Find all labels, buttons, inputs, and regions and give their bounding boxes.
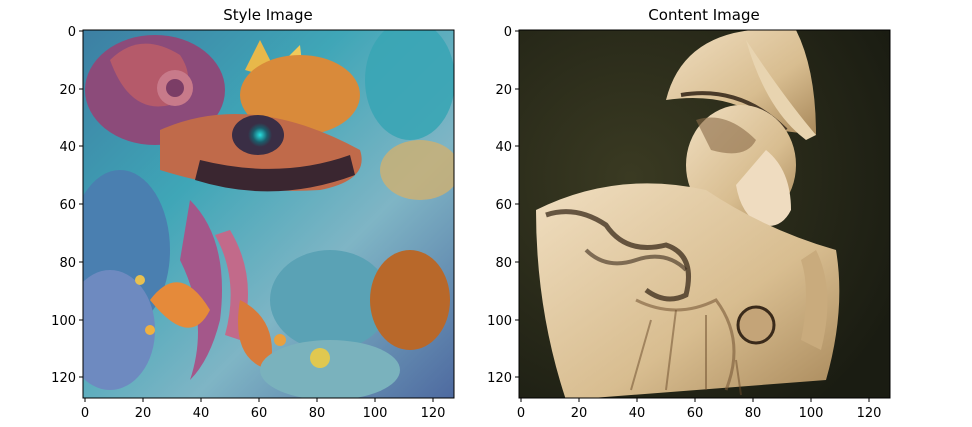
content-image-x-axis: 0 20 40 60 80 100 120	[517, 398, 882, 421]
y-tick-label: 20	[495, 83, 512, 98]
content-image-title: Content Image	[648, 6, 759, 24]
style-image-axes-frame	[82, 29, 455, 399]
y-tick-label: 40	[495, 140, 512, 155]
y-tick-label: 60	[59, 198, 76, 213]
x-tick-label: 80	[309, 406, 326, 421]
y-tick-label: 0	[504, 25, 512, 40]
style-image-figure: Style Image	[51, 6, 455, 421]
style-image-y-axis: 0 20 40 60 80 100 120	[51, 25, 83, 386]
x-tick-label: 60	[687, 406, 704, 421]
x-tick-label: 120	[421, 406, 446, 421]
content-image-axes-frame	[518, 29, 891, 399]
x-tick-label: 120	[857, 406, 882, 421]
content-image-figure: Content Image	[487, 6, 891, 421]
x-tick-label: 20	[135, 406, 152, 421]
content-image-y-axis: 0 20 40 60 80 100 120	[487, 25, 519, 386]
y-tick-label: 0	[68, 25, 76, 40]
style-image	[83, 30, 454, 398]
y-tick-label: 40	[59, 140, 76, 155]
style-image-title: Style Image	[223, 6, 312, 24]
x-tick-label: 40	[629, 406, 646, 421]
x-tick-label: 20	[571, 406, 588, 421]
y-tick-label: 80	[495, 256, 512, 271]
content-image	[519, 30, 890, 398]
style-image-x-axis: 0 20 40 60 80 100 120	[81, 398, 446, 421]
x-tick-label: 80	[745, 406, 762, 421]
style-image-panel: Style Image	[51, 6, 455, 421]
y-tick-label: 120	[51, 371, 76, 386]
y-tick-label: 100	[487, 314, 512, 329]
x-tick-label: 100	[363, 406, 388, 421]
y-tick-label: 60	[495, 198, 512, 213]
x-tick-label: 100	[799, 406, 824, 421]
x-tick-label: 60	[251, 406, 268, 421]
content-image-panel: Content Image	[436, 0, 922, 427]
x-tick-label: 0	[81, 406, 89, 421]
x-tick-label: 0	[517, 406, 525, 421]
y-tick-label: 80	[59, 256, 76, 271]
y-tick-label: 100	[51, 314, 76, 329]
y-tick-label: 20	[59, 83, 76, 98]
y-tick-label: 120	[487, 371, 512, 386]
x-tick-label: 40	[193, 406, 210, 421]
